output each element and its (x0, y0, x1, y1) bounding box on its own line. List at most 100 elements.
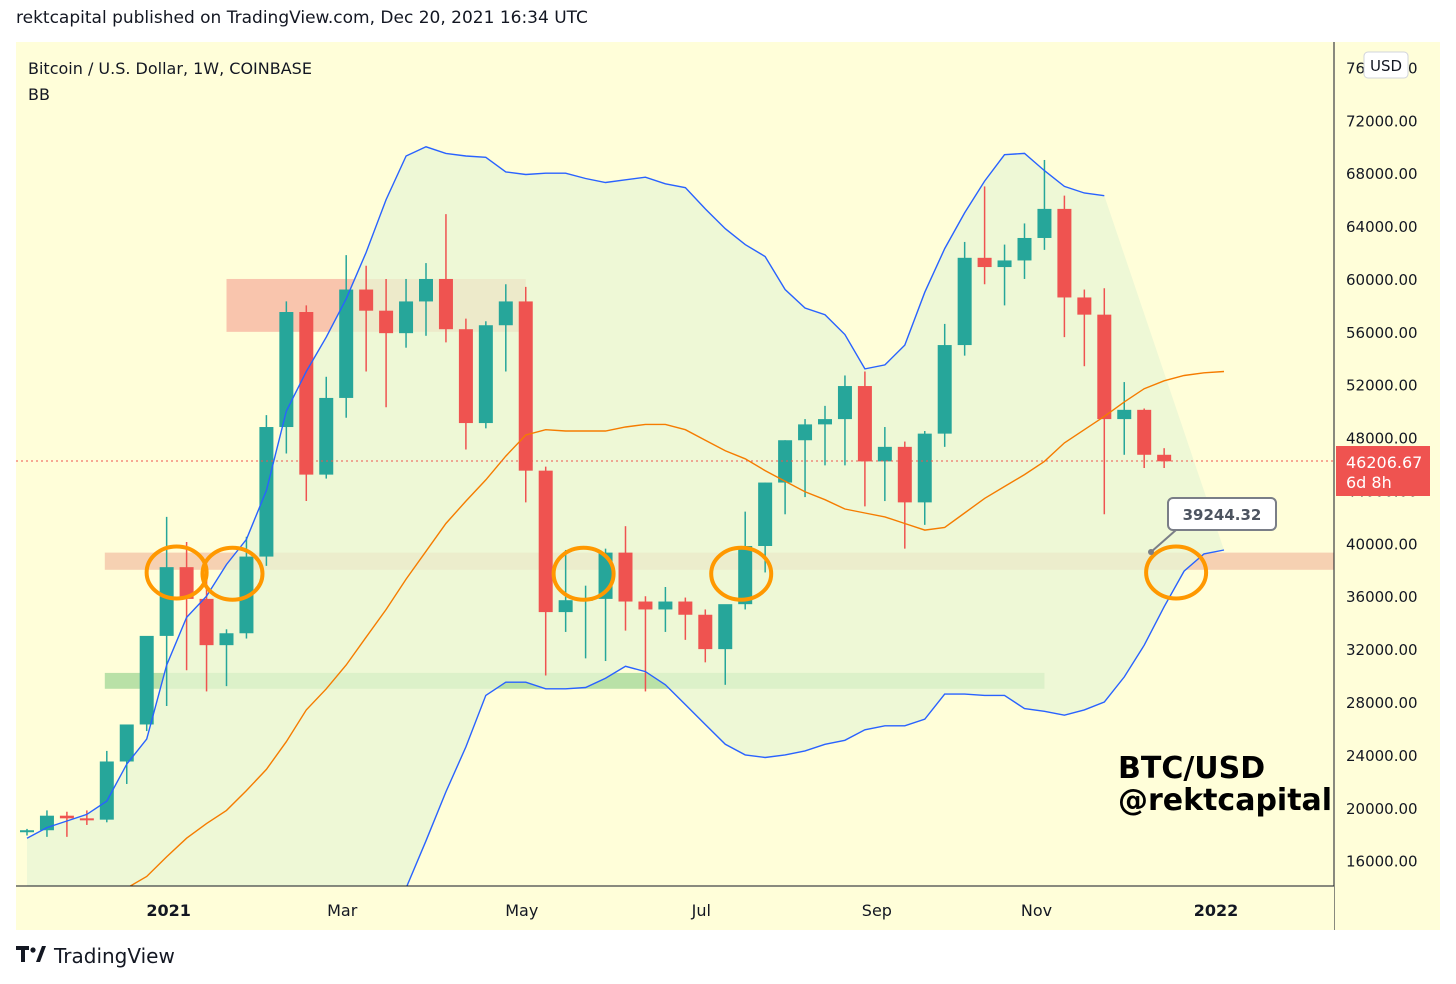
usd-badge[interactable]: USD (1363, 51, 1409, 79)
candle[interactable] (1037, 159, 1052, 250)
candle-body (937, 345, 952, 434)
candle[interactable] (299, 305, 314, 502)
candle[interactable] (119, 724, 134, 784)
candle[interactable] (1137, 408, 1152, 469)
x-tick-label: Mar (327, 901, 358, 920)
x-tick-label: Nov (1021, 901, 1052, 920)
candle[interactable] (798, 419, 813, 498)
candle-body (518, 301, 533, 471)
candle[interactable] (1117, 382, 1132, 455)
candle-body (558, 600, 573, 613)
candle[interactable] (698, 609, 713, 663)
candle[interactable] (997, 244, 1012, 306)
candle[interactable] (638, 596, 653, 692)
candle-body (199, 598, 214, 646)
candle[interactable] (1057, 195, 1072, 338)
candle[interactable] (518, 286, 533, 503)
candle-body (219, 633, 234, 646)
candle-body (1117, 409, 1132, 420)
x-tick-label: 2022 (1194, 901, 1239, 920)
y-tick-label: 72000.00 (1346, 112, 1418, 130)
candle[interactable] (678, 597, 693, 640)
candle-body (538, 470, 553, 613)
highlight-circle (551, 545, 616, 602)
footer: TradingView (16, 944, 175, 968)
annotation-callout[interactable]: 39244.32 (1148, 497, 1277, 555)
candle-body (658, 601, 673, 610)
candle[interactable] (339, 255, 354, 418)
tradingview-logo-icon (16, 944, 46, 968)
chart-frame[interactable]: 16000.00 20000.00 24000.00 28000.00 32000.00… (16, 42, 1440, 930)
candle[interactable] (199, 572, 214, 692)
watermark-pair: BTC/USD (1118, 751, 1265, 786)
candle[interactable] (718, 604, 733, 685)
x-tick-label: Sep (862, 901, 892, 920)
candle[interactable] (419, 263, 433, 336)
candle[interactable] (778, 440, 793, 515)
candle[interactable] (79, 810, 94, 825)
y-tick-label: 68000.00 (1346, 165, 1418, 183)
bb-band-fill (27, 146, 1224, 887)
candle-body (698, 614, 713, 650)
candle[interactable] (957, 241, 972, 356)
candle-body (1157, 454, 1172, 462)
highlight-circle (200, 545, 265, 602)
candle-body (299, 312, 314, 475)
candle[interactable] (738, 511, 753, 610)
y-tick-label: 64000.00 (1346, 218, 1418, 236)
candle[interactable] (20, 828, 34, 836)
candle[interactable] (438, 214, 453, 343)
candle-body (279, 312, 294, 428)
candle[interactable] (618, 526, 633, 631)
candle[interactable] (478, 321, 493, 429)
candle-body (498, 301, 513, 326)
tradingview-brand: TradingView (54, 944, 175, 968)
candle[interactable] (937, 323, 952, 447)
candle[interactable] (359, 265, 374, 372)
candle[interactable] (139, 635, 154, 732)
candle[interactable] (279, 301, 294, 454)
candle[interactable] (977, 186, 992, 285)
candle-body (1057, 208, 1072, 298)
candle[interactable] (917, 430, 932, 525)
highlight-circle (709, 545, 774, 602)
candle[interactable] (1097, 288, 1112, 515)
candle-body (778, 440, 793, 483)
candle[interactable] (59, 811, 74, 837)
candle-body (877, 446, 892, 462)
candle-body (678, 601, 693, 615)
candle-body (1097, 314, 1112, 420)
candle[interactable] (658, 586, 673, 632)
candle[interactable] (498, 284, 513, 372)
candle[interactable] (1077, 289, 1092, 367)
candle-body (758, 482, 773, 547)
bb-basis-line (106, 370, 1225, 889)
x-tick-label: Jul (691, 901, 711, 920)
candle[interactable] (399, 278, 414, 348)
candle[interactable] (558, 549, 573, 632)
candle[interactable] (538, 466, 553, 676)
usd-badge-label: USD (1370, 57, 1402, 75)
candle-body (897, 446, 912, 503)
published-line: rektcapital published on TradingView.com… (16, 8, 588, 28)
candle-body (738, 546, 753, 605)
candle-body (379, 310, 394, 334)
candle[interactable] (219, 629, 234, 687)
current-price: 46206.67 (1346, 453, 1422, 472)
candle[interactable] (1017, 223, 1032, 279)
candle[interactable] (179, 542, 194, 671)
candle-body (1137, 409, 1152, 455)
candle[interactable] (379, 278, 394, 408)
candle[interactable] (857, 371, 872, 507)
candle[interactable] (319, 376, 334, 479)
candle-body (917, 433, 932, 503)
btc-weekly-chart[interactable]: 16000.00 20000.00 24000.00 28000.00 32000.00… (16, 42, 1440, 930)
candle[interactable] (1157, 448, 1172, 469)
candle[interactable] (877, 427, 892, 502)
candle-body (458, 329, 473, 424)
candle[interactable] (458, 318, 473, 450)
candle[interactable] (99, 750, 114, 823)
candle[interactable] (837, 375, 852, 466)
candle[interactable] (818, 405, 832, 466)
candle-body (79, 818, 94, 821)
